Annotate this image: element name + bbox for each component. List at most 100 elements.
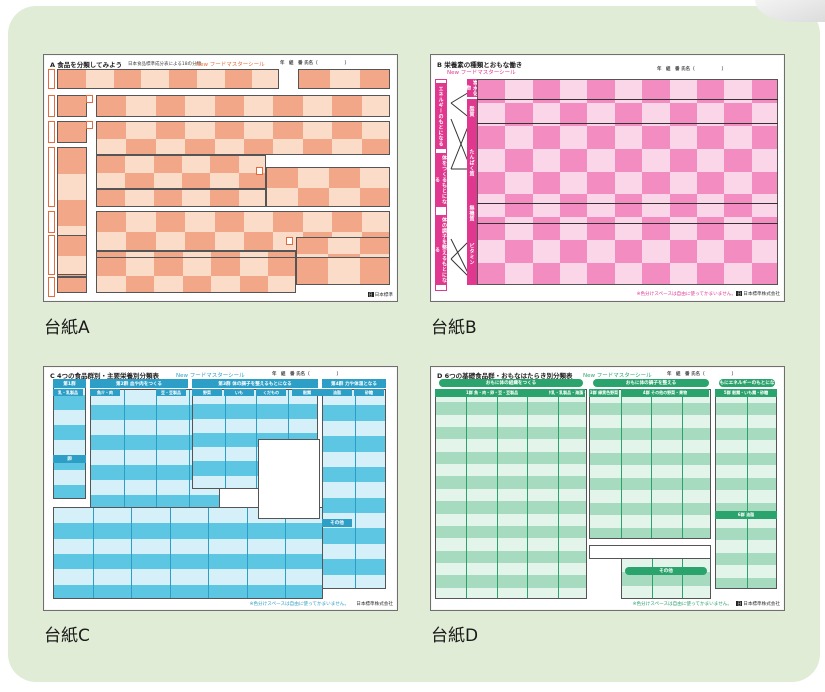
sticker-cell[interactable] xyxy=(614,263,643,284)
sticker-cell[interactable] xyxy=(125,276,155,292)
sticker-cell[interactable] xyxy=(669,240,697,264)
sticker-cell[interactable] xyxy=(360,188,389,206)
sticker-row[interactable] xyxy=(716,552,776,565)
sticker-row[interactable] xyxy=(54,485,85,498)
sticker-cell[interactable] xyxy=(724,217,752,241)
sticker-cell[interactable] xyxy=(302,139,333,154)
sticker-cell[interactable] xyxy=(359,258,389,284)
sticker-row[interactable] xyxy=(323,497,385,514)
sticker-cell[interactable] xyxy=(361,212,389,232)
sticker-row[interactable] xyxy=(716,440,776,453)
sticker-cell[interactable] xyxy=(587,194,615,218)
sticker-cell[interactable] xyxy=(724,263,752,284)
sticker-cell[interactable] xyxy=(185,139,215,154)
sticker-row[interactable] xyxy=(590,515,710,528)
sticker-row[interactable] xyxy=(590,402,710,415)
sticker-cell[interactable] xyxy=(505,194,533,218)
sticker-cell[interactable] xyxy=(532,194,561,218)
sticker-cell[interactable] xyxy=(182,258,212,276)
sticker-cell[interactable] xyxy=(298,168,329,188)
sticker-row[interactable] xyxy=(54,395,85,410)
sticker-cell[interactable] xyxy=(696,125,725,149)
sticker-cell[interactable] xyxy=(505,171,533,195)
sticker-cell[interactable] xyxy=(182,173,211,188)
sticker-cell[interactable] xyxy=(696,102,725,126)
sticker-row[interactable] xyxy=(323,436,385,452)
sticker-row[interactable] xyxy=(54,508,322,524)
sticker-cell[interactable] xyxy=(238,173,265,188)
sticker-cell[interactable] xyxy=(97,212,127,232)
sticker-cell[interactable] xyxy=(58,236,86,256)
sticker-row[interactable] xyxy=(323,405,385,421)
sticker-cell[interactable] xyxy=(614,80,643,103)
sticker-cell[interactable] xyxy=(560,102,588,126)
sticker-cell[interactable] xyxy=(642,217,670,241)
sticker-cell[interactable] xyxy=(478,194,506,218)
sticker-cell[interactable] xyxy=(302,96,333,116)
sticker-cell[interactable] xyxy=(267,188,298,206)
sticker-row[interactable] xyxy=(590,477,710,490)
sticker-cell[interactable] xyxy=(268,258,295,276)
sticker-cell[interactable] xyxy=(244,122,274,139)
sticker-cell[interactable] xyxy=(182,156,211,173)
sticker-cell[interactable] xyxy=(185,122,215,139)
sticker-cell[interactable] xyxy=(244,212,274,232)
sticker-row[interactable] xyxy=(193,418,317,433)
sticker-row[interactable] xyxy=(716,427,776,440)
sticker-cell[interactable] xyxy=(182,276,212,292)
sticker-cell[interactable] xyxy=(724,148,752,172)
sticker-cell[interactable] xyxy=(751,240,777,264)
sticker-cell[interactable] xyxy=(560,217,588,241)
sticker-cell[interactable] xyxy=(214,212,244,232)
sticker-cell[interactable] xyxy=(724,125,752,149)
sticker-row[interactable] xyxy=(590,452,710,465)
sticker-cell[interactable] xyxy=(642,80,670,103)
sticker-cell[interactable] xyxy=(751,102,777,126)
sticker-row[interactable] xyxy=(323,543,385,560)
sticker-row[interactable] xyxy=(590,490,710,503)
sticker-cell[interactable] xyxy=(58,70,86,88)
sticker-cell[interactable] xyxy=(125,156,154,173)
sticker-cell[interactable] xyxy=(155,96,186,116)
sticker-cell[interactable] xyxy=(126,96,156,116)
sticker-row[interactable] xyxy=(716,465,776,478)
sticker-row[interactable] xyxy=(436,575,586,588)
sticker-row[interactable] xyxy=(436,464,586,477)
sticker-cell[interactable] xyxy=(724,80,752,103)
sticker-row[interactable] xyxy=(436,476,586,489)
sticker-cell[interactable] xyxy=(751,263,777,284)
sticker-cell[interactable] xyxy=(587,125,615,149)
sticker-cell[interactable] xyxy=(97,232,127,250)
sticker-cell[interactable] xyxy=(85,70,114,88)
sticker-cell[interactable] xyxy=(125,258,155,276)
sticker-cell[interactable] xyxy=(642,171,670,195)
sticker-cell[interactable] xyxy=(614,125,643,149)
sticker-cell[interactable] xyxy=(478,148,506,172)
sticker-cell[interactable] xyxy=(211,258,240,276)
sticker-row[interactable] xyxy=(323,420,385,437)
sticker-cell[interactable] xyxy=(97,139,127,154)
sticker-row[interactable] xyxy=(323,574,385,588)
sticker-cell[interactable] xyxy=(560,125,588,149)
sticker-cell[interactable] xyxy=(153,156,182,173)
sticker-cell[interactable] xyxy=(141,70,169,88)
sticker-row[interactable] xyxy=(590,427,710,440)
sticker-cell[interactable] xyxy=(214,96,244,116)
sticker-cell[interactable] xyxy=(273,139,303,154)
sticker-cell[interactable] xyxy=(125,173,154,188)
sticker-cell[interactable] xyxy=(532,102,561,126)
sticker-cell[interactable] xyxy=(587,217,615,241)
sticker-cell[interactable] xyxy=(113,70,142,88)
sticker-cell[interactable] xyxy=(329,70,361,88)
sticker-row[interactable] xyxy=(590,502,710,515)
sticker-row[interactable] xyxy=(54,440,85,455)
sticker-cell[interactable] xyxy=(614,240,643,264)
sticker-row[interactable] xyxy=(323,482,385,498)
sticker-cell[interactable] xyxy=(696,194,725,218)
sticker-cell[interactable] xyxy=(614,194,643,218)
sticker-row[interactable] xyxy=(436,402,586,415)
sticker-cell[interactable] xyxy=(359,238,389,254)
sticker-cell[interactable] xyxy=(196,70,225,88)
sticker-cell[interactable] xyxy=(268,276,295,292)
sticker-cell[interactable] xyxy=(361,122,389,139)
